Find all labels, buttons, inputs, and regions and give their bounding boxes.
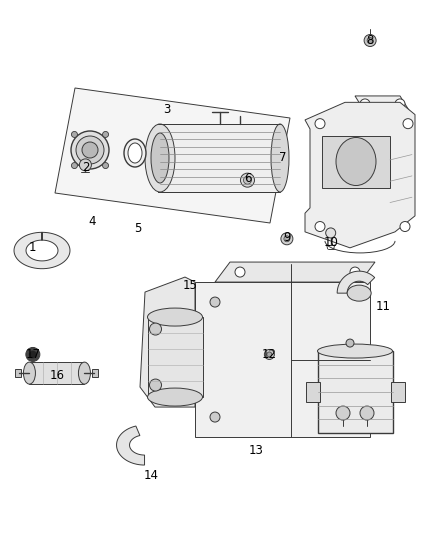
Bar	[148, 317, 202, 397]
Ellipse shape	[148, 308, 202, 326]
Ellipse shape	[318, 344, 392, 358]
Circle shape	[210, 412, 220, 422]
Text: 11: 11	[376, 300, 391, 313]
Bar	[92, 369, 99, 377]
Circle shape	[265, 350, 274, 359]
Circle shape	[29, 350, 37, 359]
Text: 4: 4	[88, 215, 96, 228]
Circle shape	[360, 99, 370, 109]
Bar	[158, 124, 278, 192]
Text: 14: 14	[144, 469, 159, 482]
Polygon shape	[117, 426, 145, 465]
Circle shape	[326, 228, 336, 238]
Circle shape	[400, 222, 410, 231]
Circle shape	[267, 352, 272, 357]
Circle shape	[235, 267, 245, 277]
Circle shape	[395, 99, 405, 109]
Text: 6: 6	[244, 172, 251, 185]
Bar	[29, 362, 85, 384]
Circle shape	[149, 379, 162, 391]
Polygon shape	[337, 271, 375, 293]
Circle shape	[240, 173, 254, 187]
Ellipse shape	[145, 124, 175, 192]
Polygon shape	[140, 277, 195, 407]
Ellipse shape	[336, 138, 376, 185]
Text: 13: 13	[249, 444, 264, 457]
Circle shape	[345, 412, 355, 422]
Bar	[391, 382, 405, 402]
Polygon shape	[322, 136, 390, 188]
Text: 16: 16	[49, 369, 64, 382]
Circle shape	[149, 323, 162, 335]
Ellipse shape	[82, 142, 98, 158]
Polygon shape	[55, 88, 290, 223]
Bar	[318, 351, 392, 433]
Polygon shape	[305, 102, 415, 248]
Circle shape	[71, 163, 78, 168]
Circle shape	[315, 119, 325, 128]
Polygon shape	[14, 232, 70, 269]
Text: 7: 7	[279, 151, 286, 164]
Circle shape	[26, 348, 40, 361]
Circle shape	[102, 132, 109, 138]
Ellipse shape	[24, 362, 35, 384]
Bar	[305, 382, 319, 402]
Text: 5: 5	[134, 222, 141, 235]
Text: 8: 8	[367, 34, 374, 47]
Bar	[15, 369, 21, 377]
Text: 9: 9	[283, 231, 291, 244]
Ellipse shape	[76, 136, 104, 164]
Circle shape	[336, 406, 350, 420]
Ellipse shape	[151, 133, 169, 183]
Text: 1: 1	[29, 241, 37, 254]
Circle shape	[360, 406, 374, 420]
Circle shape	[281, 233, 293, 245]
Text: 12: 12	[262, 348, 277, 361]
Circle shape	[210, 297, 220, 307]
Text: 3: 3	[163, 103, 170, 116]
Ellipse shape	[128, 143, 142, 163]
Ellipse shape	[148, 388, 202, 406]
Circle shape	[346, 339, 354, 347]
Ellipse shape	[124, 139, 146, 167]
Circle shape	[367, 37, 373, 44]
Circle shape	[403, 119, 413, 128]
Circle shape	[350, 267, 360, 277]
Circle shape	[79, 159, 92, 171]
Polygon shape	[355, 96, 410, 112]
Circle shape	[315, 222, 325, 231]
Bar	[195, 282, 370, 437]
Circle shape	[284, 236, 290, 242]
Circle shape	[102, 163, 109, 168]
Circle shape	[364, 35, 376, 46]
Text: 17: 17	[25, 348, 40, 361]
Polygon shape	[215, 262, 375, 282]
Ellipse shape	[71, 131, 109, 169]
Circle shape	[244, 176, 251, 184]
Ellipse shape	[78, 362, 90, 384]
Text: 10: 10	[323, 236, 338, 249]
Circle shape	[71, 132, 78, 138]
Ellipse shape	[271, 124, 289, 192]
Text: 15: 15	[183, 279, 198, 292]
Text: 2: 2	[81, 161, 89, 174]
Ellipse shape	[347, 285, 371, 301]
